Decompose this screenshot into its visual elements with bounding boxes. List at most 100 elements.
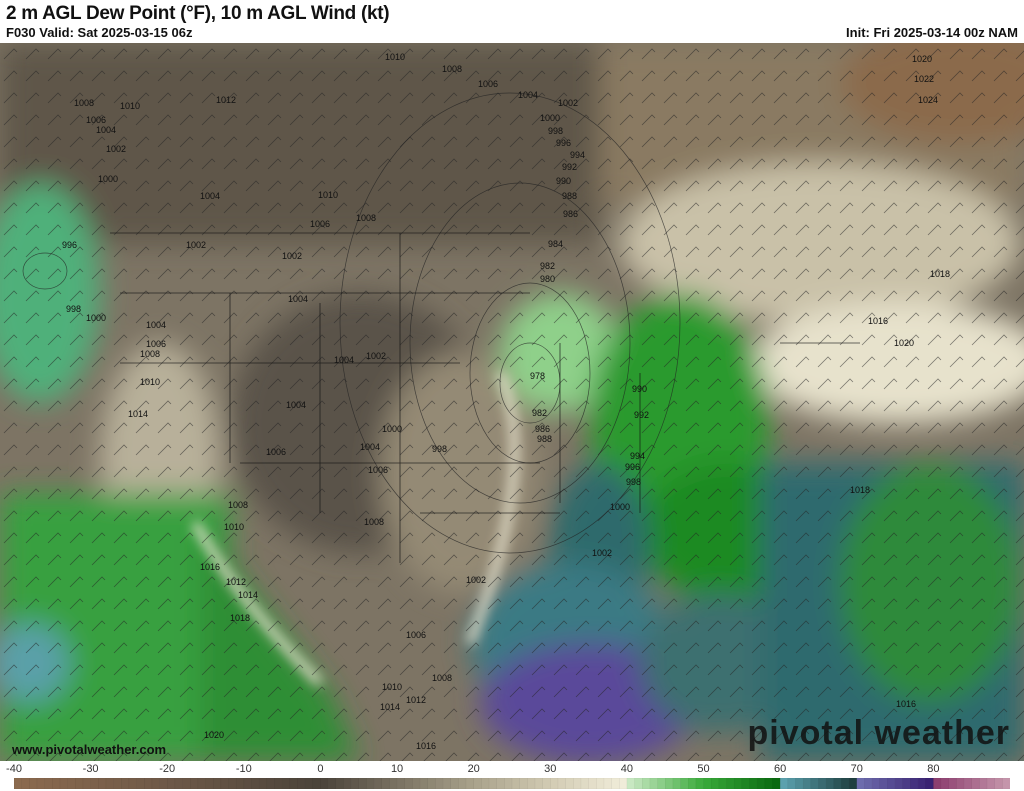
colorbar-segment (389, 778, 398, 789)
isobar-label: 1008 (356, 213, 376, 223)
site-url[interactable]: www.pivotalweather.com (12, 742, 167, 757)
colorbar-segment (672, 778, 682, 789)
isobar-label: 1000 (610, 502, 630, 512)
colorbar-segment (664, 778, 674, 789)
colorbar-segment (243, 778, 253, 789)
colorbar-segment (764, 778, 774, 789)
colorbar-segment (373, 778, 383, 789)
colorbar-segment (404, 778, 413, 789)
colorbar-segment (266, 778, 276, 789)
isobar-label: 990 (556, 176, 571, 186)
pivotal-weather-logo: pivotal weather (747, 714, 1010, 752)
colorbar-segment (542, 778, 551, 789)
colorbar-tick-label: 40 (620, 763, 634, 775)
colorbar-segment (611, 778, 620, 789)
colorbar-segment (864, 778, 873, 789)
colorbar-segment (281, 778, 291, 789)
colorbar-segment (772, 778, 781, 789)
isobar-label: 986 (563, 209, 578, 219)
colorbar-segment (741, 778, 751, 789)
colorbar-segment (841, 778, 850, 789)
colorbar-segment (52, 778, 61, 789)
isobar-label: 1002 (466, 575, 486, 585)
state-borders (110, 232, 860, 563)
isobar-label: 1020 (204, 730, 224, 740)
colorbar-segment (588, 778, 597, 789)
colorbar-segment (504, 778, 513, 789)
isobar-label: 1008 (442, 64, 462, 74)
colorbar-segment (442, 778, 452, 789)
colorbar-segment (450, 778, 459, 789)
colorbar-segment (98, 778, 107, 789)
colorbar-segment (496, 778, 505, 789)
colorbar-segment (159, 778, 168, 789)
colorbar-tick-label: 0 (317, 763, 324, 775)
colorbar-segment (358, 778, 367, 789)
colorbar-segment (963, 778, 973, 789)
colorbar-segment (36, 778, 46, 789)
colorbar-segment (235, 778, 245, 789)
isobar-label: 1000 (382, 424, 402, 434)
isobar-label: 978 (530, 371, 545, 381)
colorbar-segment (427, 778, 436, 789)
isobar-label: 992 (562, 162, 577, 172)
colorbar-segment (343, 778, 352, 789)
isobar-label: 984 (548, 239, 563, 249)
isobar-label: 1008 (74, 98, 94, 108)
isobar-label: 1014 (238, 590, 258, 600)
colorbar-segment (787, 778, 797, 789)
isobar-label: 980 (540, 274, 555, 284)
colorbar-segment (320, 778, 329, 789)
isobar-label: 1012 (406, 695, 426, 705)
colorbar-segment (289, 778, 299, 789)
isobar-label: 1006 (478, 79, 498, 89)
colorbar-segment (879, 778, 888, 789)
colorbar-segment (871, 778, 881, 789)
colorbar-segment (335, 778, 344, 789)
isobar-label: 1006 (310, 219, 330, 229)
isobar-label: 996 (556, 138, 571, 148)
isobar-label: 1004 (146, 320, 166, 330)
colorbar-segment (550, 778, 559, 789)
colorbar-segment (75, 778, 84, 789)
colorbar-segment (82, 778, 92, 789)
colorbar-segment (825, 778, 835, 789)
colorbar-tick-label: 30 (544, 763, 557, 775)
isobar-label: 1008 (432, 673, 452, 683)
colorbar-segment (971, 778, 980, 789)
colorbar-segment (680, 778, 689, 789)
dewpoint-map: 1010100810061004100210009989969949929909… (0, 43, 1024, 761)
isobar-label: 1004 (360, 442, 380, 452)
colorbar-segment (511, 778, 521, 789)
colorbar-tick-label: -30 (82, 763, 99, 775)
isobar-label: 1016 (200, 562, 220, 572)
colorbar-segment (488, 778, 498, 789)
colorbar-segment (925, 778, 934, 789)
colorbar-segment (113, 778, 122, 789)
colorbar-segment (274, 778, 283, 789)
colorbar-scale (14, 778, 1010, 789)
colorbar-segment (435, 778, 444, 789)
colorbar-tick-label: 70 (850, 763, 863, 775)
isobar-label: 1006 (146, 339, 166, 349)
isobar-label: 1002 (558, 98, 578, 108)
isobar-label: 1000 (86, 313, 106, 323)
isobar-label: 1002 (186, 240, 206, 250)
colorbar-segment (695, 778, 705, 789)
isobar-label: 996 (62, 240, 77, 250)
colorbar-segment (833, 778, 842, 789)
colorbar-segment (21, 778, 30, 789)
colorbar-segment (121, 778, 130, 789)
isobar-label: 1012 (226, 577, 246, 587)
colorbar-segment (396, 778, 406, 789)
isobar-label: 1018 (230, 613, 250, 623)
colorbar-segment (197, 778, 207, 789)
colorbar-segment (465, 778, 475, 789)
isobar-label: 988 (562, 191, 577, 201)
isobar-label: 1022 (914, 74, 934, 84)
colorbar-segment (887, 778, 896, 789)
colorbar-segment (557, 778, 567, 789)
isobar-label: 1024 (918, 95, 938, 105)
isobar-label: 1008 (364, 517, 384, 527)
isobar-label: 1004 (518, 90, 538, 100)
